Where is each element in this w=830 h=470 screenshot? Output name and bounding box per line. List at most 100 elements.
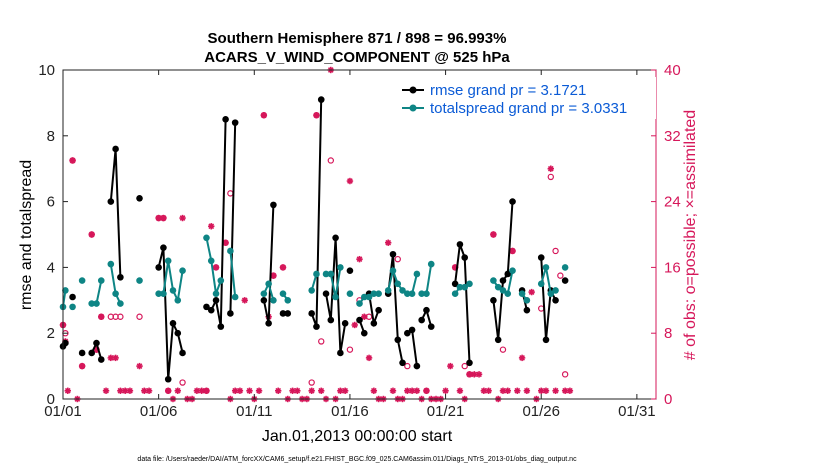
spread-point	[164, 257, 172, 265]
spread-point	[494, 283, 502, 291]
obs-possible-marker	[394, 255, 401, 263]
spread-line	[205, 237, 222, 295]
y-right-tick-label: 32	[664, 128, 681, 145]
obs-possible-marker	[327, 157, 335, 164]
rmse-point	[117, 273, 124, 281]
rmse-point	[136, 195, 143, 202]
spread-point	[408, 290, 416, 298]
obs-assimilated-marker	[552, 387, 559, 394]
spread-line	[387, 267, 404, 291]
obs-assimilated-stroke	[342, 387, 349, 394]
obs-assimilated-stroke	[447, 363, 454, 369]
obs-possible-marker	[136, 313, 143, 320]
obs-assimilated-stroke	[500, 387, 506, 394]
obs-possible-marker	[490, 231, 497, 238]
spread-point	[212, 290, 220, 298]
obs-assimilated-stroke	[471, 371, 478, 378]
spread-point	[490, 277, 497, 284]
y-axis-label-right: # of obs: o=possible; ×=assimilated	[682, 110, 699, 360]
rmse-point	[164, 375, 172, 383]
spread-point	[179, 267, 186, 274]
obs-assimilated-stroke	[351, 322, 358, 328]
obs-assimilated-stroke	[524, 387, 530, 394]
legend: rmse grand pr = 3.1721 totalspread grand…	[395, 77, 656, 119]
obs-assimilated-stroke	[208, 223, 215, 230]
rmse-point	[451, 280, 459, 288]
obs-possible-marker	[212, 264, 220, 271]
obs-assimilated-marker	[413, 387, 421, 394]
spread-point	[260, 290, 268, 298]
spread-point	[69, 303, 76, 311]
rmse-point	[456, 241, 464, 248]
rmse-line	[229, 122, 237, 314]
spread-point	[169, 287, 177, 294]
obs-assimilated-stroke	[347, 178, 353, 184]
spread-point	[561, 264, 569, 271]
obs-assimilated-stroke	[528, 289, 535, 295]
obs-possible-marker	[461, 362, 468, 370]
obs-assimilated-marker	[389, 387, 397, 394]
x-tick-label: 01/06	[140, 403, 178, 420]
legend-label-spread: totalspread grand pr = 3.0331	[430, 100, 627, 117]
plot-area	[59, 66, 656, 403]
rmse-point	[341, 320, 349, 327]
obs-possible-marker	[78, 362, 86, 370]
y-right-tick-label: 8	[664, 325, 672, 342]
x-tick-label: 01/01	[44, 403, 82, 420]
obs-possible-marker	[552, 247, 559, 255]
rmse-point	[212, 297, 220, 304]
obs-assimilated-marker	[246, 387, 253, 394]
obs-assimilated-stroke	[241, 297, 248, 304]
rmse-point	[537, 254, 545, 261]
obs-assimilated-marker	[504, 387, 511, 394]
obs-assimilated-stroke	[64, 387, 71, 394]
obs-possible-marker	[466, 371, 473, 378]
obs-assimilated-stroke	[552, 387, 559, 394]
spread-point	[155, 290, 162, 298]
spread-point	[370, 290, 378, 298]
obs-possible-marker	[165, 387, 172, 394]
rmse-point	[461, 254, 469, 261]
rmse-point	[313, 323, 320, 330]
obs-possible-marker	[365, 313, 373, 320]
rmse-point	[217, 323, 225, 330]
y-right-tick-label: 0	[664, 391, 672, 408]
obs-assimilated-stroke	[480, 387, 487, 394]
y-axis-label-left: rmse and totalspread	[18, 160, 35, 310]
spread-point	[542, 264, 550, 271]
obs-assimilated-marker	[475, 371, 483, 378]
obs-assimilated-marker	[121, 387, 129, 394]
rmse-point	[155, 264, 162, 271]
obs-assimilated-marker	[208, 223, 215, 230]
obs-assimilated-stroke	[136, 363, 143, 369]
obs-assimilated-stroke	[127, 387, 133, 394]
axes: 01/01 01/06 01/11 01/16 01/21 01/26 01/3102468…	[38, 62, 680, 420]
rmse-point	[552, 297, 559, 304]
obs-assimilated-stroke	[179, 215, 186, 221]
obs-assimilated-marker	[64, 387, 71, 394]
spread-point	[93, 300, 100, 307]
obs-assimilated-marker	[518, 354, 526, 362]
y-right-tick-label: 16	[664, 259, 681, 276]
spread-point	[231, 293, 239, 301]
x-tick-label: 01/31	[618, 403, 656, 420]
y-tick-label: 4	[47, 259, 55, 276]
obs-assimilated-stroke	[318, 387, 325, 394]
spread-point	[203, 234, 210, 242]
obs-assimilated-stroke	[146, 387, 152, 394]
spread-point	[327, 270, 335, 278]
y-tick-label: 0	[47, 391, 55, 408]
obs-assimilated-marker	[145, 387, 153, 394]
rmse-point	[375, 306, 382, 314]
rmse-point	[174, 329, 182, 337]
obs-assimilated-marker	[447, 362, 454, 370]
spread-point	[78, 277, 86, 284]
obs-possible-marker	[98, 313, 105, 320]
obs-assimilated-stroke	[356, 256, 363, 263]
obs-possible-marker	[561, 371, 569, 378]
y-right-tick-label: 40	[664, 62, 681, 79]
x-tick-label: 01/26	[522, 403, 560, 420]
obs-assimilated-marker	[102, 387, 110, 394]
obs-assimilated-marker	[566, 387, 574, 394]
